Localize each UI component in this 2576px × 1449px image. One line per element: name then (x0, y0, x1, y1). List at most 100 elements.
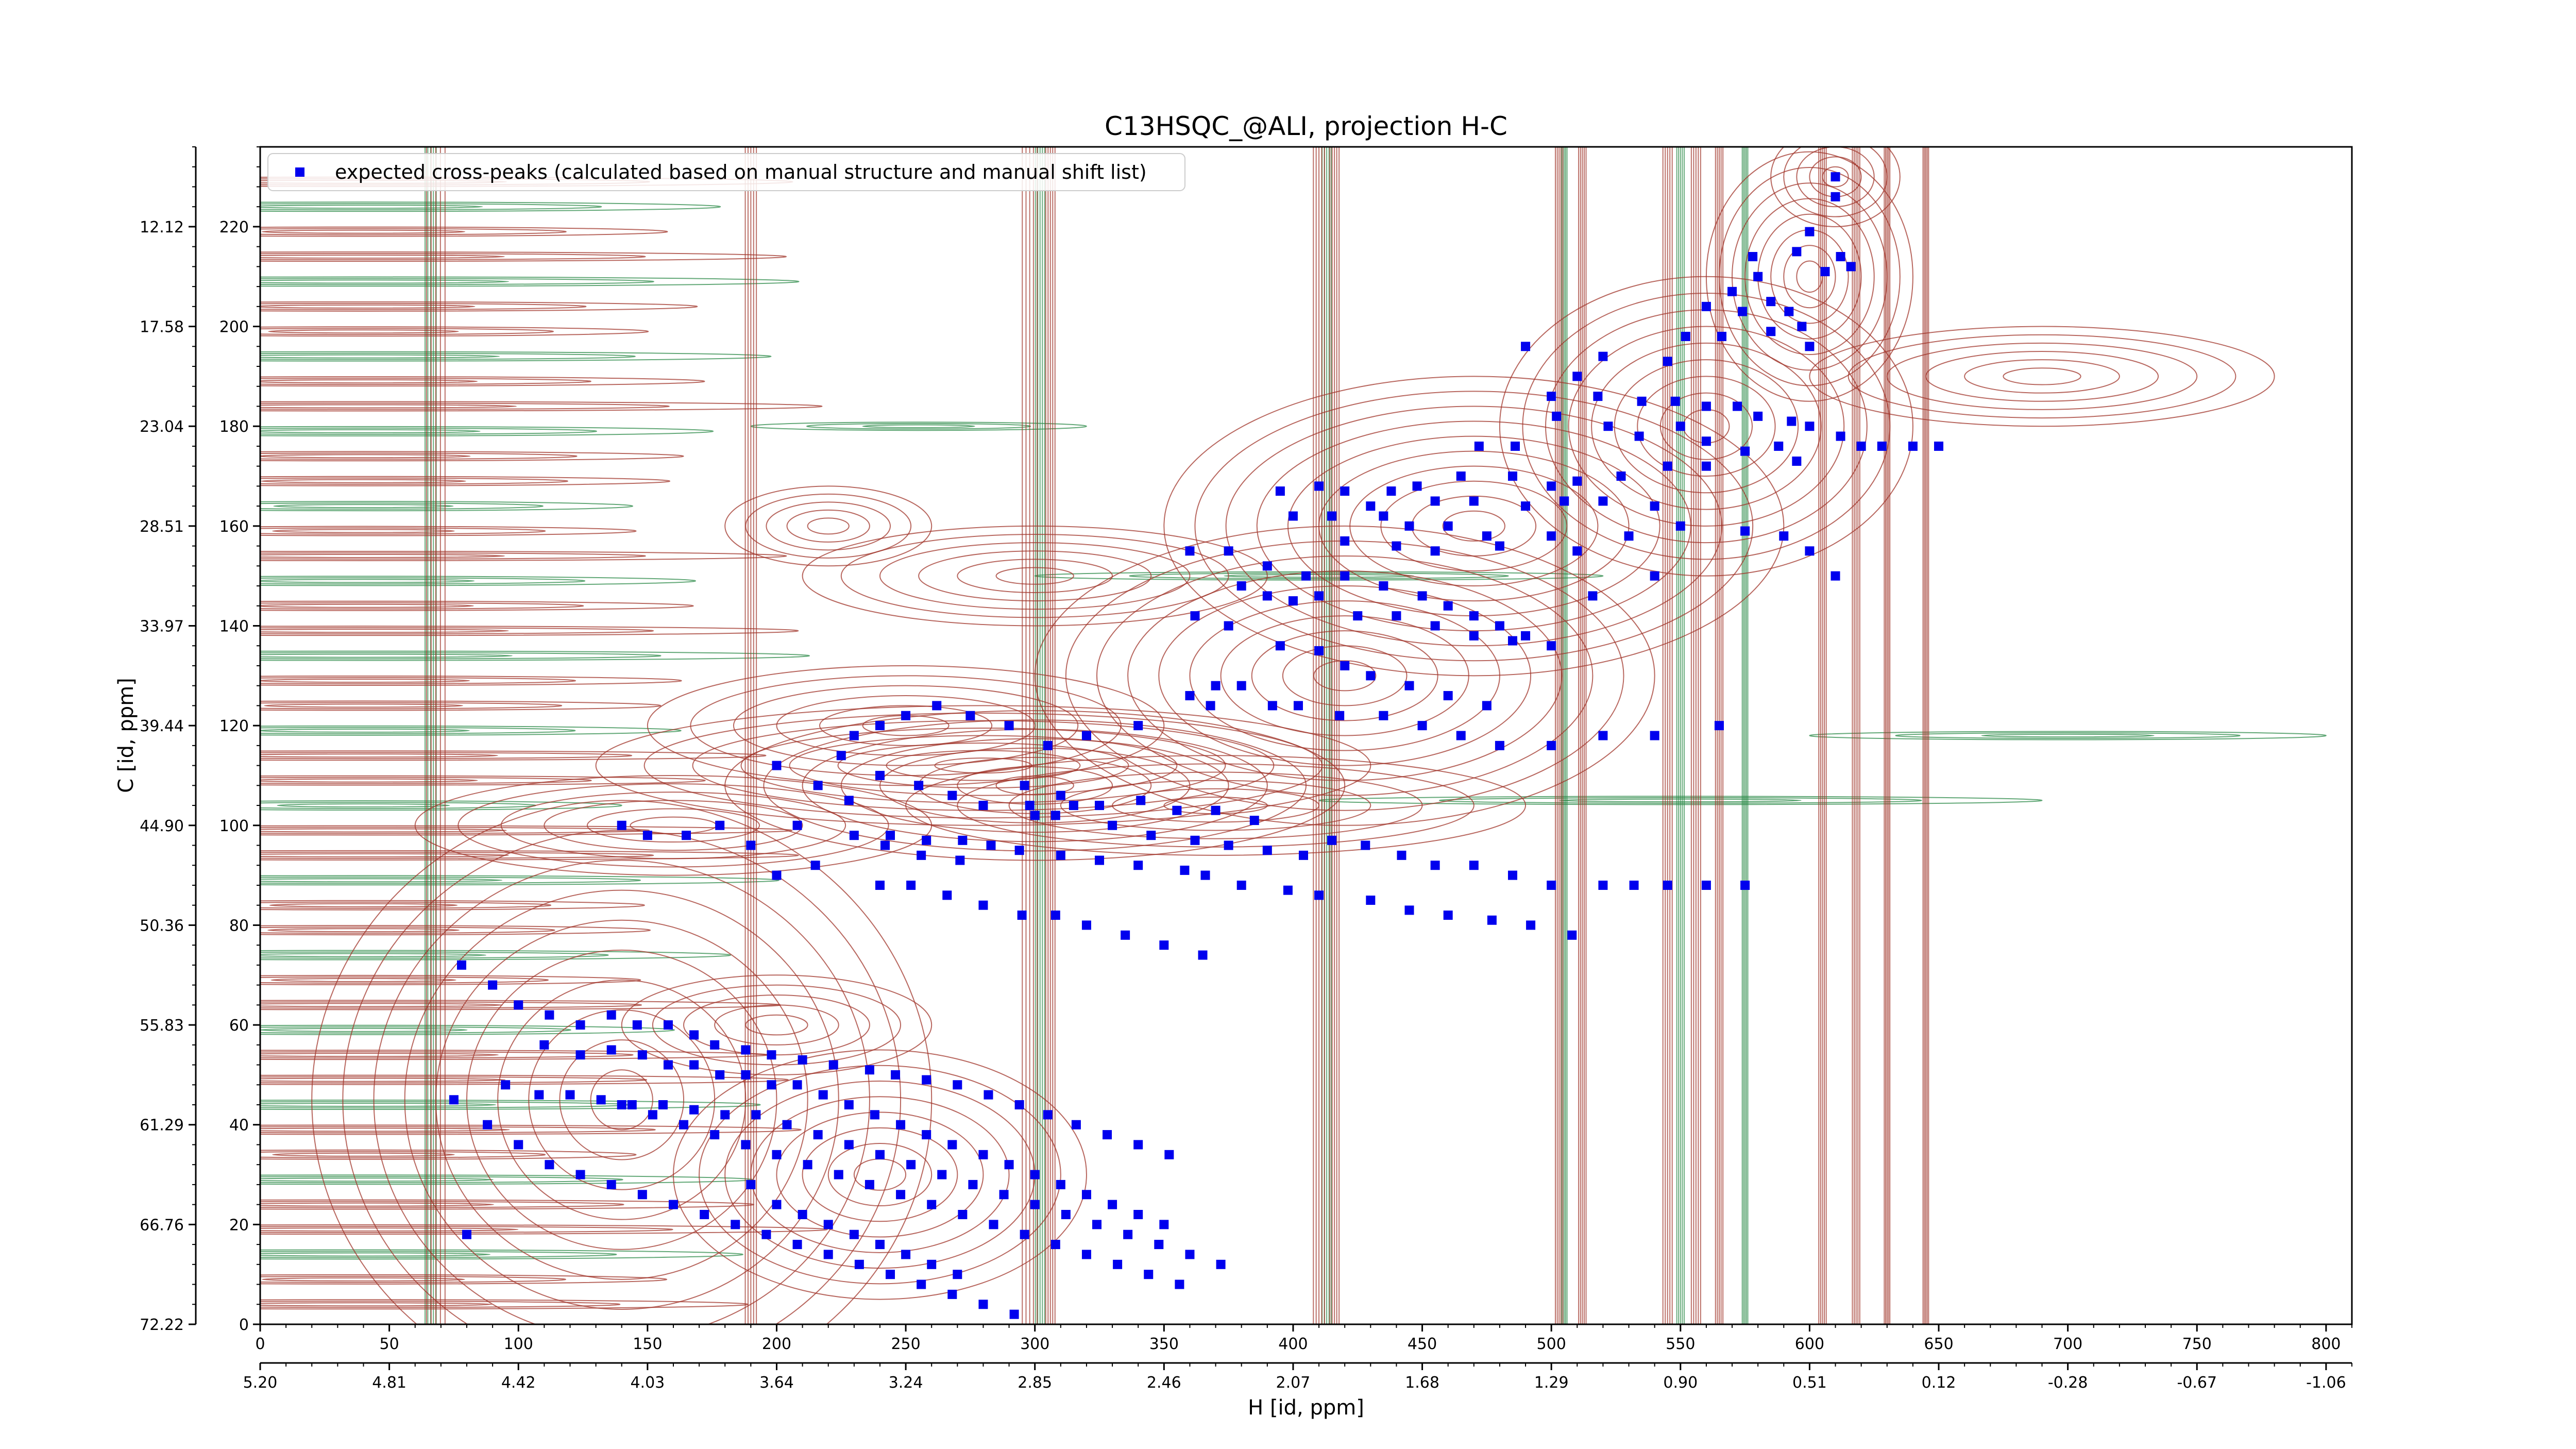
x-ppm-tick-label: 2.85 (1018, 1374, 1052, 1392)
x-index-tick-label: 550 (1666, 1335, 1695, 1353)
cross-peak-marker (1567, 930, 1577, 940)
x-ppm-tick-label: -0.67 (2177, 1374, 2217, 1392)
cross-peak-marker (1025, 801, 1035, 811)
horizontal-ridge (260, 302, 587, 310)
x-ppm-tick-label: 4.42 (501, 1374, 536, 1392)
cross-peak-marker (682, 831, 691, 840)
horizontal-ridge (260, 650, 810, 661)
cross-peak-marker (1474, 441, 1484, 451)
cross-peak-marker (1050, 911, 1060, 920)
x-index-tick-label: 450 (1408, 1335, 1437, 1353)
peak-contour (802, 525, 1268, 627)
horizontal-ridge (260, 451, 684, 462)
cross-peak-marker (1404, 521, 1414, 531)
horizontal-ridge (260, 753, 498, 758)
cross-peak-marker (1314, 646, 1324, 655)
cross-peak-marker (1681, 331, 1690, 341)
cross-peak-marker (741, 1140, 751, 1150)
peak-contour (766, 501, 891, 551)
horizontal-ridge (260, 629, 509, 633)
horizontal-ridge (260, 576, 696, 586)
cross-peak-marker (1327, 835, 1337, 845)
cross-peak-marker (606, 1045, 616, 1055)
horizontal-ridge (260, 926, 555, 934)
cross-peak-marker (1108, 820, 1117, 830)
x-index-tick-label: 700 (2053, 1335, 2082, 1353)
y-axis-index: 0 20 40 60 80 100 120 140 160 180 200 220 (219, 146, 260, 1334)
cross-peak-marker (689, 1105, 699, 1115)
cross-peak-marker (1121, 930, 1130, 940)
cross-peak-marker (1507, 636, 1517, 646)
peak-contour (2003, 367, 2081, 385)
cross-peak-marker (1301, 571, 1311, 581)
peak-contour (690, 675, 1122, 776)
horizontal-ridge (272, 529, 455, 533)
x-ppm-tick-label: -1.06 (2306, 1374, 2346, 1392)
horizontal-ridge (260, 1051, 634, 1059)
horizontal-ridge (269, 903, 458, 907)
cross-peak-marker (1224, 546, 1233, 556)
cross-peak-marker (1740, 880, 1750, 890)
cross-peak-marker (1275, 486, 1285, 496)
cross-peak-marker (1392, 541, 1401, 551)
cross-peak-marker (1043, 1110, 1053, 1120)
cross-peak-marker (617, 1100, 626, 1109)
x-ppm-tick-label: 4.03 (630, 1374, 665, 1392)
cross-peak-marker (1361, 840, 1370, 850)
horizontal-ridge (260, 255, 505, 259)
cross-peak-marker (1443, 601, 1453, 611)
y-ppm-tick-label: 17.58 (140, 318, 184, 336)
cross-peak-marker (901, 711, 911, 720)
cross-peak-marker (875, 1240, 885, 1250)
horizontal-ridge (260, 777, 592, 784)
x-index-tick-label: 800 (2311, 1335, 2341, 1353)
y-ppm-tick-label: 12.12 (140, 218, 184, 237)
peak-contour (1522, 293, 1891, 560)
cross-peak-marker (1379, 711, 1388, 720)
cross-peak-marker (501, 1080, 511, 1090)
y-ppm-tick-label: 33.97 (140, 617, 184, 635)
cross-peak-marker (1443, 691, 1453, 701)
cross-peak-marker (1779, 531, 1789, 541)
horizontal-ridge (260, 579, 475, 583)
horizontal-ridge (260, 752, 633, 760)
peak-contour (1614, 359, 1799, 494)
horizontal-ridge (260, 1027, 468, 1032)
legend-entry: expected cross-peaks (calculated based o… (335, 161, 1147, 183)
peak-contour (957, 766, 1113, 805)
cross-peak-marker (715, 1070, 725, 1080)
horizontal-ridge (260, 501, 633, 512)
peak-contour (1008, 771, 1423, 839)
x-ppm-tick-label: 3.24 (889, 1374, 923, 1392)
peak-contour (807, 517, 850, 535)
cross-peak-marker (1430, 621, 1440, 631)
cross-peak-marker (1081, 731, 1091, 740)
cross-peak-marker (1020, 781, 1029, 790)
cross-peak-marker (1547, 481, 1556, 491)
cross-peak-marker (984, 1090, 993, 1100)
cross-peak-marker (1469, 861, 1479, 870)
cross-peak-marker (917, 850, 926, 860)
negative-noise-line (1981, 733, 2155, 738)
cross-peak-marker (906, 880, 916, 890)
peak-contour (840, 533, 1229, 618)
peak-contour (311, 800, 933, 1324)
cross-peak-marker (1017, 911, 1027, 920)
cross-peak-marker (1753, 272, 1763, 281)
peak-contour (373, 860, 870, 1324)
cross-peak-marker (1603, 422, 1613, 431)
cross-peak-marker (1846, 262, 1856, 272)
cross-peak-marker (823, 1220, 833, 1229)
cross-peak-marker (999, 1190, 1009, 1200)
horizontal-ridge (260, 454, 471, 459)
horizontal-ridge (260, 452, 578, 460)
peak-contour (1783, 147, 1888, 217)
cross-peak-marker (648, 1110, 657, 1120)
horizontal-ridge (260, 402, 670, 410)
cross-peak-marker (932, 701, 942, 711)
peak-contour (1313, 660, 1377, 692)
cross-peak-marker (1095, 855, 1105, 865)
negative-noise-line (1438, 797, 1922, 804)
cross-peak-marker (813, 1130, 823, 1140)
cross-peak-marker (1249, 816, 1259, 825)
